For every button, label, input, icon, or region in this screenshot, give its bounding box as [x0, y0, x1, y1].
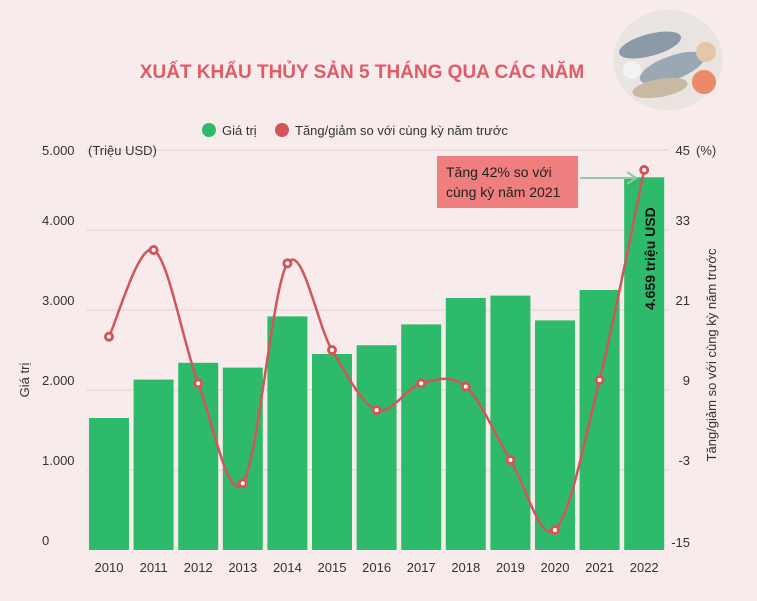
line-point	[639, 165, 650, 175]
left-axis-tick-label: 0	[42, 533, 49, 548]
line-point	[505, 455, 516, 465]
x-axis-tick-label: 2013	[228, 560, 257, 575]
bar	[535, 320, 575, 550]
legend-label-bar: Giá trị	[222, 123, 257, 138]
chart-title: XUẤT KHẨU THỦY SẢN 5 THÁNG QUA CÁC NĂM	[140, 61, 584, 83]
x-axis-tick-label: 2011	[140, 560, 168, 575]
callout-line-1: Tăng 42% so với	[446, 164, 552, 180]
left-axis-tick-label: 1.000	[42, 453, 75, 468]
bar-series	[89, 177, 665, 550]
legend-label-line: Tăng/giảm so với cùng kỳ năm trước	[295, 123, 508, 138]
right-axis-unit: (%)	[696, 143, 716, 158]
x-axis-tick-label: 2014	[273, 560, 302, 575]
callout-box	[437, 156, 578, 208]
x-axis-tick-label: 2012	[184, 560, 213, 575]
bar	[178, 362, 219, 550]
bar	[89, 418, 129, 550]
bar	[267, 316, 308, 550]
right-axis-tick-label: -15	[671, 535, 690, 550]
right-axis-label: Tăng/giảm so với cùng kỳ năm trước	[704, 248, 719, 461]
left-axis-unit: (Triệu USD)	[88, 143, 157, 158]
x-axis-tick-label: 2016	[362, 560, 391, 575]
seafood-image	[613, 10, 723, 110]
legend-swatch-bar	[202, 123, 216, 137]
left-axis-tick-label: 2.000	[42, 373, 75, 388]
line-point	[371, 405, 382, 415]
last-bar-value-label: 4.659 triệu USD	[642, 207, 658, 310]
x-axis-tick-label: 2022	[630, 560, 659, 575]
x-axis-tick-label: 2020	[541, 560, 570, 575]
bar	[356, 345, 397, 550]
bar	[579, 290, 620, 550]
right-axis-tick-label: 9	[683, 373, 690, 388]
callout: Tăng 42% so với cùng kỳ năm 2021	[437, 156, 638, 208]
x-axis-tick-label: 2017	[407, 560, 436, 575]
legend-swatch-line	[275, 123, 289, 137]
line-point	[594, 375, 605, 385]
line-series	[104, 165, 650, 535]
line-point	[237, 478, 248, 489]
x-axis-tick-label: 2019	[496, 560, 525, 575]
left-axis-label: Giá trị	[17, 363, 32, 398]
bar	[490, 295, 531, 550]
line-point	[282, 258, 293, 269]
x-axis-tick-label: 2010	[95, 560, 124, 575]
x-axis-tick-label: 2021	[585, 560, 614, 575]
axis-ticks: 0 -15 1.000 -3 2.000 9 3.000 21 4.000 33 5.000 45 20…	[42, 143, 690, 575]
right-axis-tick-label: 33	[676, 213, 690, 228]
left-axis-tick-label: 4.000	[42, 213, 75, 228]
bar	[133, 379, 174, 550]
line-point	[327, 345, 337, 355]
line-point	[104, 331, 114, 342]
callout-arrowhead	[626, 171, 638, 185]
bar	[312, 354, 352, 550]
line-point	[148, 245, 159, 255]
bar	[445, 298, 486, 550]
right-axis-tick-label: 45	[676, 143, 690, 158]
right-axis-tick-label: -3	[678, 453, 690, 468]
line-point	[550, 525, 560, 535]
bar	[222, 367, 263, 550]
x-axis-tick-label: 2015	[318, 560, 347, 575]
legend: Giá trị Tăng/giảm so với cùng kỳ năm trư…	[202, 123, 508, 138]
left-axis-tick-label: 5.000	[42, 143, 75, 158]
line-point	[460, 381, 471, 392]
callout-line-2: cùng kỳ năm 2021	[446, 184, 561, 200]
line-point	[193, 378, 204, 389]
bar	[401, 324, 442, 550]
line-point	[416, 378, 427, 389]
x-axis-tick-label: 2018	[451, 560, 480, 575]
left-axis-tick-label: 3.000	[42, 293, 75, 308]
right-axis-tick-label: 21	[676, 293, 690, 308]
